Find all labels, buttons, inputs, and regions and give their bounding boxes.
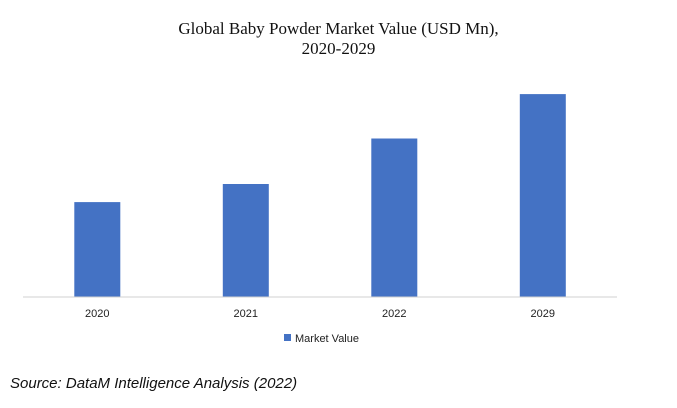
bar-2021 (222, 184, 269, 297)
chart-title-line-1: Global Baby Powder Market Value (USD Mn)… (178, 19, 499, 38)
bar-group (74, 94, 566, 297)
bar-2020 (74, 202, 121, 297)
x-tick-label-2020: 2020 (85, 308, 109, 320)
x-tick-label-2029: 2029 (531, 308, 555, 320)
legend: Market Value (284, 333, 359, 345)
bar-2029 (519, 94, 566, 297)
source-note: Source: DataM Intelligence Analysis (202… (10, 375, 298, 392)
legend-label-market-value: Market Value (295, 333, 359, 345)
x-tick-labels: 2020 2021 2022 2029 (85, 308, 555, 320)
legend-swatch-market-value (284, 334, 291, 341)
chart-title-line-2: 2020-2029 (301, 39, 376, 58)
x-tick-label-2022: 2022 (382, 308, 406, 320)
x-tick-label-2021: 2021 (234, 308, 258, 320)
bar-2022 (371, 138, 418, 297)
